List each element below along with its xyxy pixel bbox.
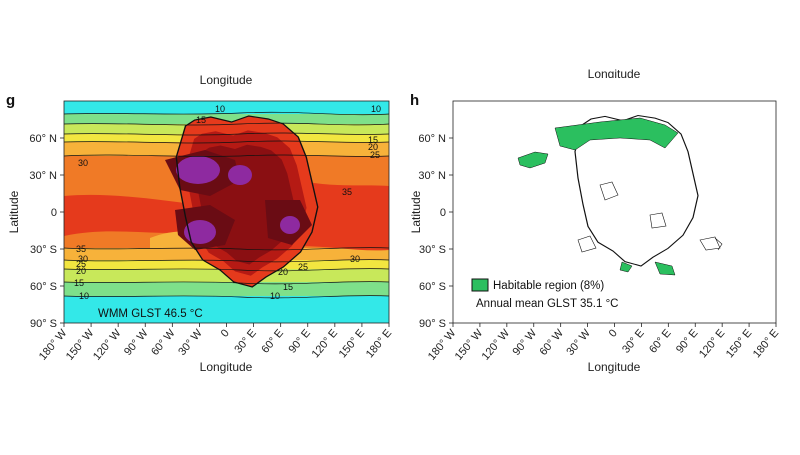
contour-label: 30: [78, 158, 88, 168]
panel-g-xlabel: Longitude: [200, 360, 253, 374]
contour-label: 10: [215, 104, 225, 114]
x-tick-label: 180° E: [364, 327, 395, 360]
y-tick-label: 90° S: [419, 318, 446, 330]
panel-h-top-label: Longitude: [588, 67, 641, 81]
y-tick-label: 60° N: [418, 133, 446, 145]
y-tick-label: 30° N: [418, 170, 446, 182]
band-le-10-north: [64, 101, 389, 114]
legend-swatch: [471, 278, 489, 292]
contour-label: 10: [371, 104, 381, 114]
x-tick-label: 120° E: [697, 327, 728, 360]
contour-label: 35: [342, 187, 352, 197]
y-tick-label: 0: [51, 207, 57, 219]
contour-label: 30: [78, 254, 88, 264]
x-tick-label: 90° W: [511, 327, 540, 358]
y-tick-label: 30° N: [29, 170, 57, 182]
x-tick-label: 90° E: [286, 327, 313, 355]
contour-label: 15: [74, 278, 84, 288]
y-tick-label: 90° S: [30, 318, 57, 330]
x-tick-label: 60° E: [259, 327, 286, 355]
y-tick-label: 30° S: [419, 244, 446, 256]
x-tick-label: 60° E: [647, 327, 674, 355]
band-35-40-east: [300, 180, 389, 251]
x-tick-label: 30° E: [232, 327, 259, 355]
temperature-map: 10 10 15 15 20 25 30 35 35 30 30 25 20 1…: [64, 101, 389, 323]
habitable-zones: [517, 117, 679, 276]
panel-h-ylabel: Latitude: [409, 190, 423, 233]
x-tick-label: 120° E: [310, 327, 341, 360]
x-tick-label: 0: [607, 327, 620, 339]
contour-label: 10: [79, 291, 89, 301]
x-tick-label: 90° W: [122, 327, 151, 358]
x-tick-label: 60° W: [537, 327, 566, 358]
y-tick-label: 0: [440, 207, 446, 219]
x-tick-label: 150° W: [453, 327, 486, 363]
panel-g-ylabel: Latitude: [7, 190, 21, 233]
y-tick-label: 60° S: [30, 281, 57, 293]
x-tick-label: 0: [219, 327, 232, 339]
band-le-10-south: [64, 296, 389, 323]
isotherm-lines: [64, 111, 389, 299]
x-tick-label: 90° E: [674, 327, 701, 355]
x-tick-label: 180° W: [426, 327, 459, 363]
band-35-40-west: [64, 194, 200, 236]
contour-label: 25: [76, 259, 86, 269]
contour-label: 15: [368, 135, 378, 145]
habitability-map: [517, 116, 723, 276]
contour-label: 15: [196, 115, 206, 125]
x-tick-label: 120° W: [480, 327, 513, 363]
panel-g-y-ticks: 60° N 30° N 0 30° S 60° S 90° S: [29, 133, 64, 330]
band-10-15-north: [64, 114, 389, 124]
x-tick-label: 30° W: [564, 327, 593, 358]
band-10-15-south: [64, 282, 389, 296]
x-tick-label: 180° E: [751, 327, 782, 360]
panel-h-xlabel: Longitude: [588, 360, 641, 374]
x-tick-label: 150° E: [724, 327, 755, 360]
x-tick-label: 30° W: [176, 327, 205, 358]
x-tick-label: 30° E: [620, 327, 647, 355]
contour-label: 30: [350, 254, 360, 264]
x-tick-label: 120° W: [91, 327, 124, 363]
panel-letter-g: g: [6, 92, 15, 109]
contour-label: 15: [283, 282, 293, 292]
panel-g: g Longitude: [6, 73, 394, 374]
contour-label: 10: [270, 291, 280, 301]
panel-g-top-label: Longitude: [200, 73, 253, 87]
panel-h: h Longitude Habitable re: [409, 67, 781, 374]
y-tick-label: 60° N: [29, 133, 57, 145]
panel-h-top-mask: [453, 78, 776, 98]
x-tick-label: 60° W: [149, 327, 178, 358]
legend: Habitable region (8%): [471, 278, 604, 292]
y-tick-label: 30° S: [30, 244, 57, 256]
contour-label: 25: [370, 150, 380, 160]
contour-label: 20: [368, 142, 378, 152]
x-tick-label: 180° W: [37, 327, 70, 363]
x-tick-label: 150° W: [64, 327, 97, 363]
coastline-details: [577, 181, 723, 253]
contour-label: 25: [298, 262, 308, 272]
contour-label: 20: [278, 267, 288, 277]
panel-h-annotation: Annual mean GLST 35.1 °C: [476, 298, 618, 310]
y-tick-label: 60° S: [419, 281, 446, 293]
panel-h-y-ticks: 60° N 30° N 0 30° S 60° S 90° S: [418, 133, 453, 330]
panel-letter-h: h: [410, 92, 419, 109]
panel-g-annotation: WMM GLST 46.5 °C: [98, 308, 203, 320]
x-tick-label: 150° E: [337, 327, 368, 360]
contour-label: 20: [76, 266, 86, 276]
legend-label: Habitable region (8%): [493, 280, 604, 292]
contour-labels: 10 10 15 15 20 25 30 35 35 30 30 25 20 1…: [74, 104, 381, 301]
contour-label: 35: [76, 244, 86, 254]
